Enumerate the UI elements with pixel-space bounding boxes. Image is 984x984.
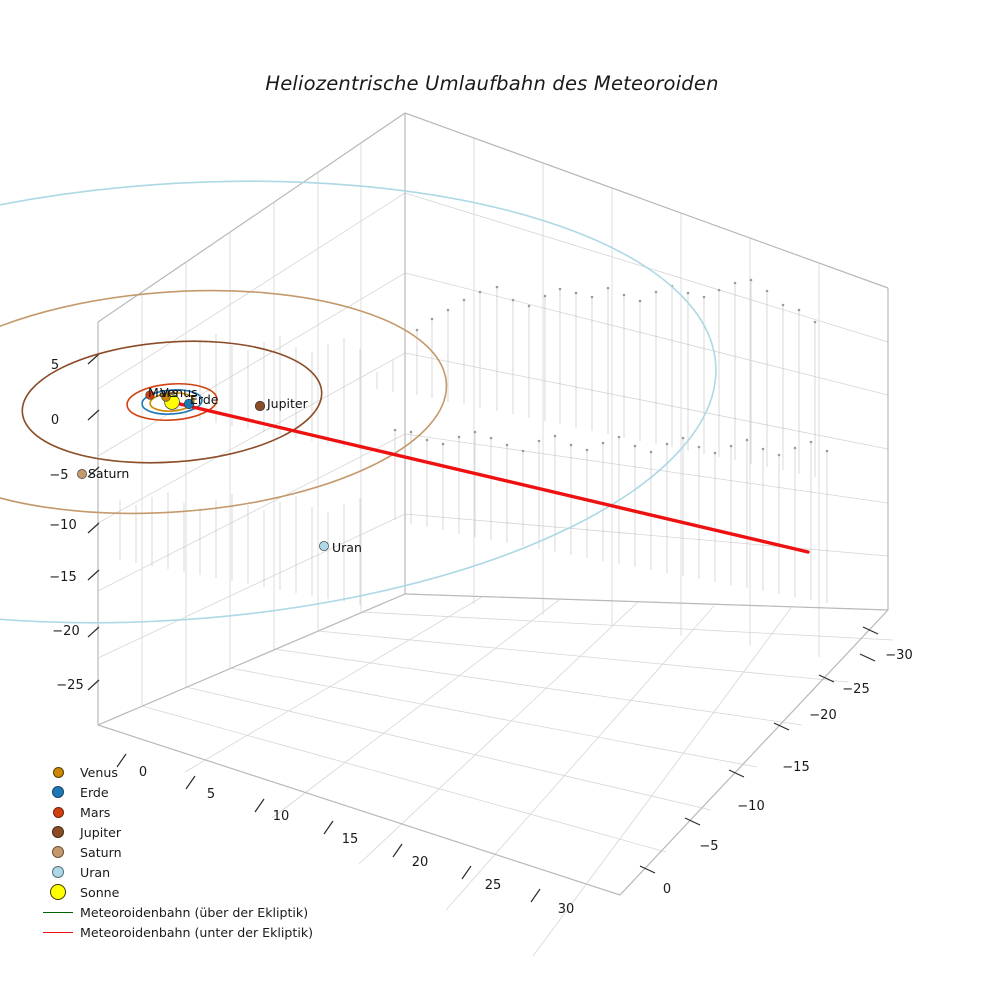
- legend-label: Meteoroidenbahn (unter der Ekliptik): [80, 924, 314, 940]
- legend-item-uran[interactable]: Uran: [38, 862, 338, 882]
- z-tick-label: −25: [56, 678, 83, 693]
- x-tick-label: 10: [273, 809, 290, 824]
- label-saturn: Saturn: [88, 466, 129, 481]
- x-axis-tick-labels: 0 5 10 15 20 25 30: [139, 765, 574, 917]
- x-axis-ticks: [116, 753, 541, 903]
- legend-label: Jupiter: [80, 824, 122, 840]
- label-mars: Mars: [148, 385, 178, 400]
- legend-item-trajectory-below[interactable]: Meteoroidenbahn (unter der Ekliptik): [38, 922, 338, 942]
- legend-label: Uran: [80, 864, 111, 880]
- label-erde: Erde: [190, 392, 219, 407]
- sonne-marker-icon: [38, 884, 78, 900]
- z-tick-label: −20: [52, 624, 79, 639]
- orbit-jupiter: [21, 340, 323, 464]
- venus-marker-icon: [38, 766, 78, 778]
- z-tick-label: 5: [51, 358, 59, 373]
- orbit-venus: [149, 392, 195, 412]
- label-jupiter: Jupiter: [266, 396, 309, 411]
- z-tick-label: −10: [49, 518, 76, 533]
- x-tick-label: 5: [207, 787, 215, 802]
- axis-spines: [97, 112, 889, 896]
- x-tick-label: 30: [558, 902, 575, 917]
- z-axis-tick-labels: 5 0 −5 −10 −15 −20 −25: [49, 358, 83, 693]
- legend-item-erde[interactable]: Erde: [38, 782, 338, 802]
- y-axis-tick-labels: 0 −5 −10 −15 −20 −25 −30: [663, 648, 913, 897]
- marker-venus: [161, 392, 171, 402]
- y-tick-label: −15: [782, 760, 809, 775]
- legend-item-mars[interactable]: Mars: [38, 802, 338, 822]
- label-uran: Uran: [332, 540, 362, 555]
- marker-erde: [183, 398, 195, 410]
- y-tick-label: −30: [885, 648, 912, 663]
- y-axis-ticks: [639, 626, 879, 874]
- page-title: Heliozentrische Umlaufbahn des Meteoroid…: [265, 72, 719, 95]
- x-tick-label: 15: [342, 832, 359, 847]
- y-tick-label: −10: [737, 799, 764, 814]
- x-tick-label: 0: [139, 765, 147, 780]
- legend-label: Mars: [80, 804, 111, 820]
- legend-item-trajectory-above[interactable]: Meteoroidenbahn (über der Ekliptik): [38, 902, 338, 922]
- legend-label: Saturn: [80, 844, 122, 860]
- z-tick-label: 0: [51, 413, 59, 428]
- mars-marker-icon: [38, 806, 78, 818]
- x-tick-label: 25: [485, 878, 502, 893]
- orbit-erde: [141, 389, 203, 415]
- marker-jupiter: [254, 400, 266, 412]
- orbit-mars: [126, 382, 218, 422]
- y-tick-label: −5: [699, 839, 718, 854]
- z-tick-label: −15: [49, 570, 76, 585]
- erde-marker-icon: [38, 786, 78, 798]
- legend-item-sonne[interactable]: Sonne: [38, 882, 338, 902]
- y-tick-label: −25: [842, 682, 869, 697]
- legend-label: Venus: [80, 764, 118, 780]
- orbit-uran: [0, 180, 717, 624]
- y-tick-label: −20: [809, 708, 836, 723]
- legend-item-saturn[interactable]: Saturn: [38, 842, 338, 862]
- z-tick-label: −5: [49, 468, 68, 483]
- jupiter-marker-icon: [38, 826, 78, 838]
- uran-marker-icon: [38, 866, 78, 878]
- legend-label: Sonne: [80, 884, 120, 900]
- marker-saturn: [77, 469, 87, 479]
- legend-item-venus[interactable]: Venus: [38, 762, 338, 782]
- marker-uran: [319, 541, 329, 551]
- z-axis-ticks: [87, 353, 100, 691]
- legend-label: Meteoroidenbahn (über der Ekliptik): [80, 904, 309, 920]
- legend-item-jupiter[interactable]: Jupiter: [38, 822, 338, 842]
- legend: Venus Erde Mars Jupiter Saturn: [38, 762, 338, 942]
- trajectory-below-ecliptic: [178, 402, 810, 554]
- saturn-marker-icon: [38, 846, 78, 858]
- red-line-icon: [38, 931, 78, 933]
- legend-label: Erde: [80, 784, 109, 800]
- orbit-saturn: [0, 289, 448, 515]
- green-line-icon: [38, 911, 78, 913]
- marker-mars: [145, 390, 155, 400]
- y-tick-label: 0: [663, 882, 671, 897]
- label-venus: Venus: [160, 385, 198, 400]
- x-tick-label: 20: [412, 855, 429, 870]
